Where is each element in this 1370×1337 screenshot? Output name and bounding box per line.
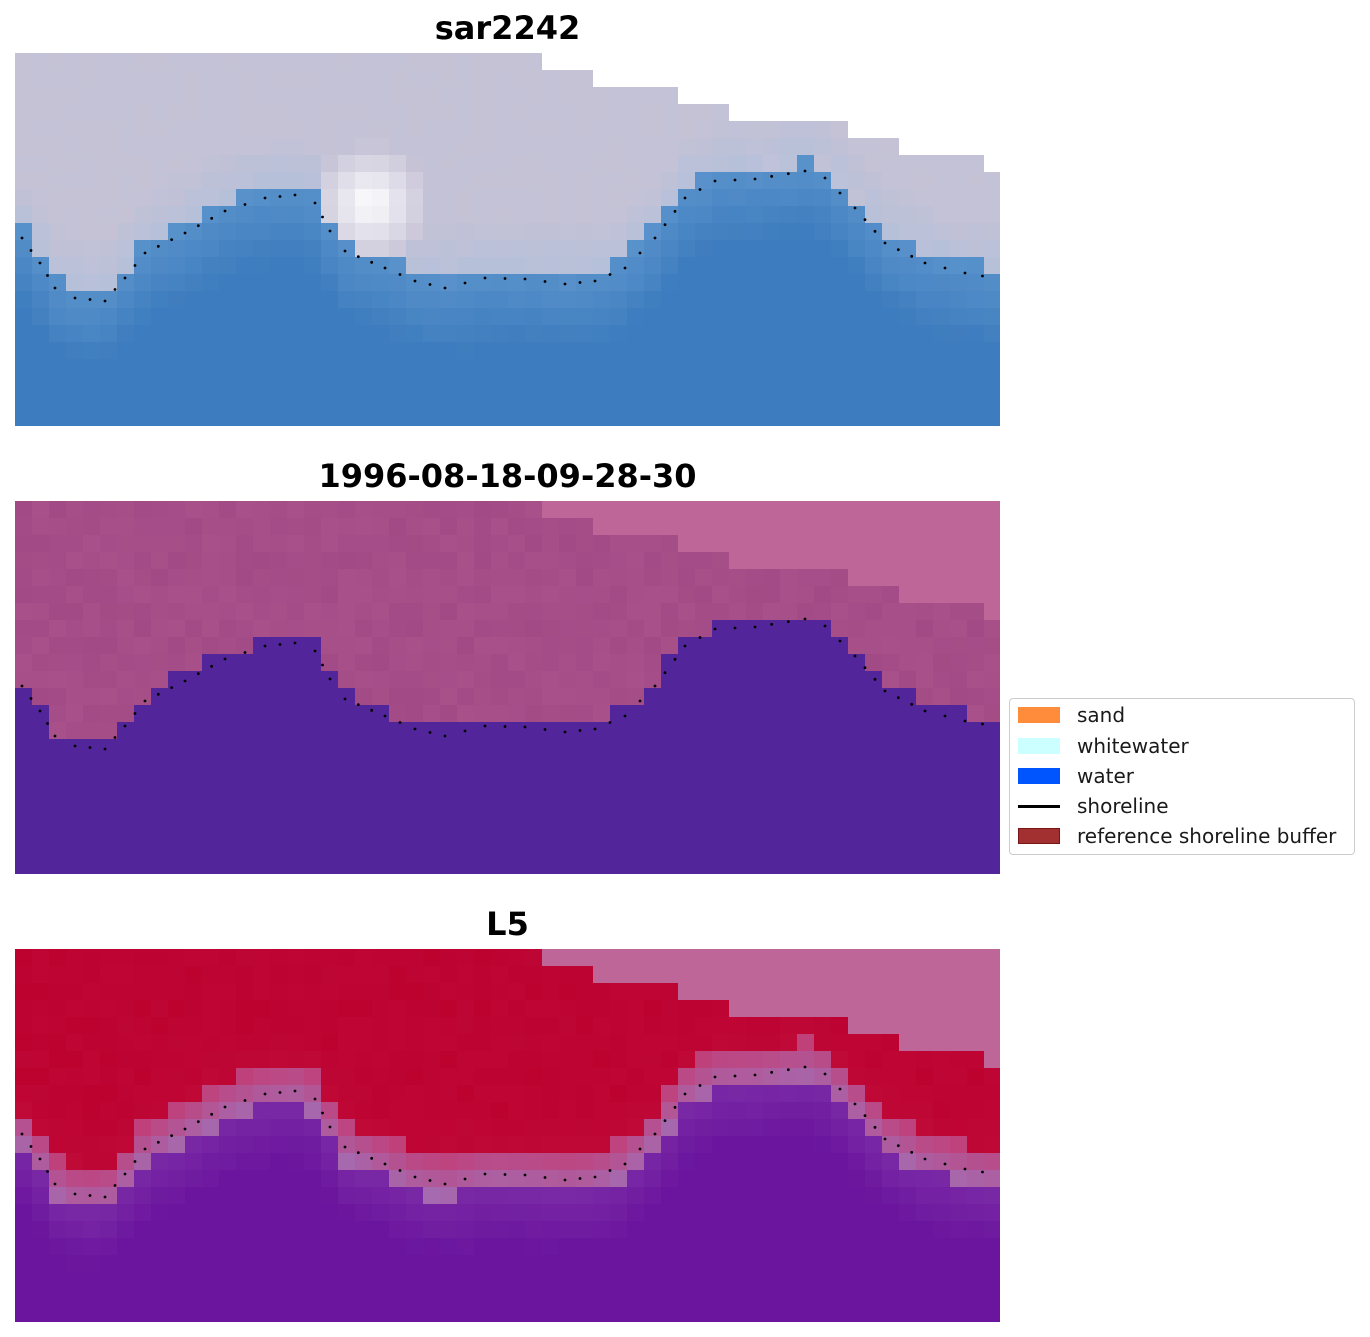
shoreline-swatch <box>1018 805 1060 808</box>
legend-label-water: water <box>1077 764 1134 788</box>
legend-label-sand: sand <box>1077 703 1126 727</box>
legend-item-reference-shoreline-buffer: reference shoreline buffer <box>1010 824 1354 850</box>
sand-swatch <box>1018 707 1060 723</box>
rgb-image-panel <box>15 53 1000 426</box>
legend-item-sand: sand <box>1010 703 1354 729</box>
reference-shoreline-buffer-swatch <box>1018 828 1060 844</box>
water-swatch <box>1018 768 1060 784</box>
legend-item-shoreline: shoreline <box>1010 794 1354 820</box>
panel-title-classified: 1996-08-18-09-28-30 <box>318 457 697 495</box>
classified-image-panel <box>15 501 1000 874</box>
probability-image-panel <box>15 949 1000 1322</box>
panel-title-probability: L5 <box>486 905 529 943</box>
panel-title-rgb: sar2242 <box>434 9 581 47</box>
legend-label-whitewater: whitewater <box>1077 734 1189 758</box>
legend-item-whitewater: whitewater <box>1010 734 1354 760</box>
whitewater-swatch <box>1018 738 1060 754</box>
legend-item-water: water <box>1010 764 1354 790</box>
legend-label-reference-shoreline-buffer: reference shoreline buffer <box>1077 824 1337 848</box>
legend: sand whitewater water shoreline referenc… <box>1009 698 1355 855</box>
legend-label-shoreline: shoreline <box>1077 794 1169 818</box>
